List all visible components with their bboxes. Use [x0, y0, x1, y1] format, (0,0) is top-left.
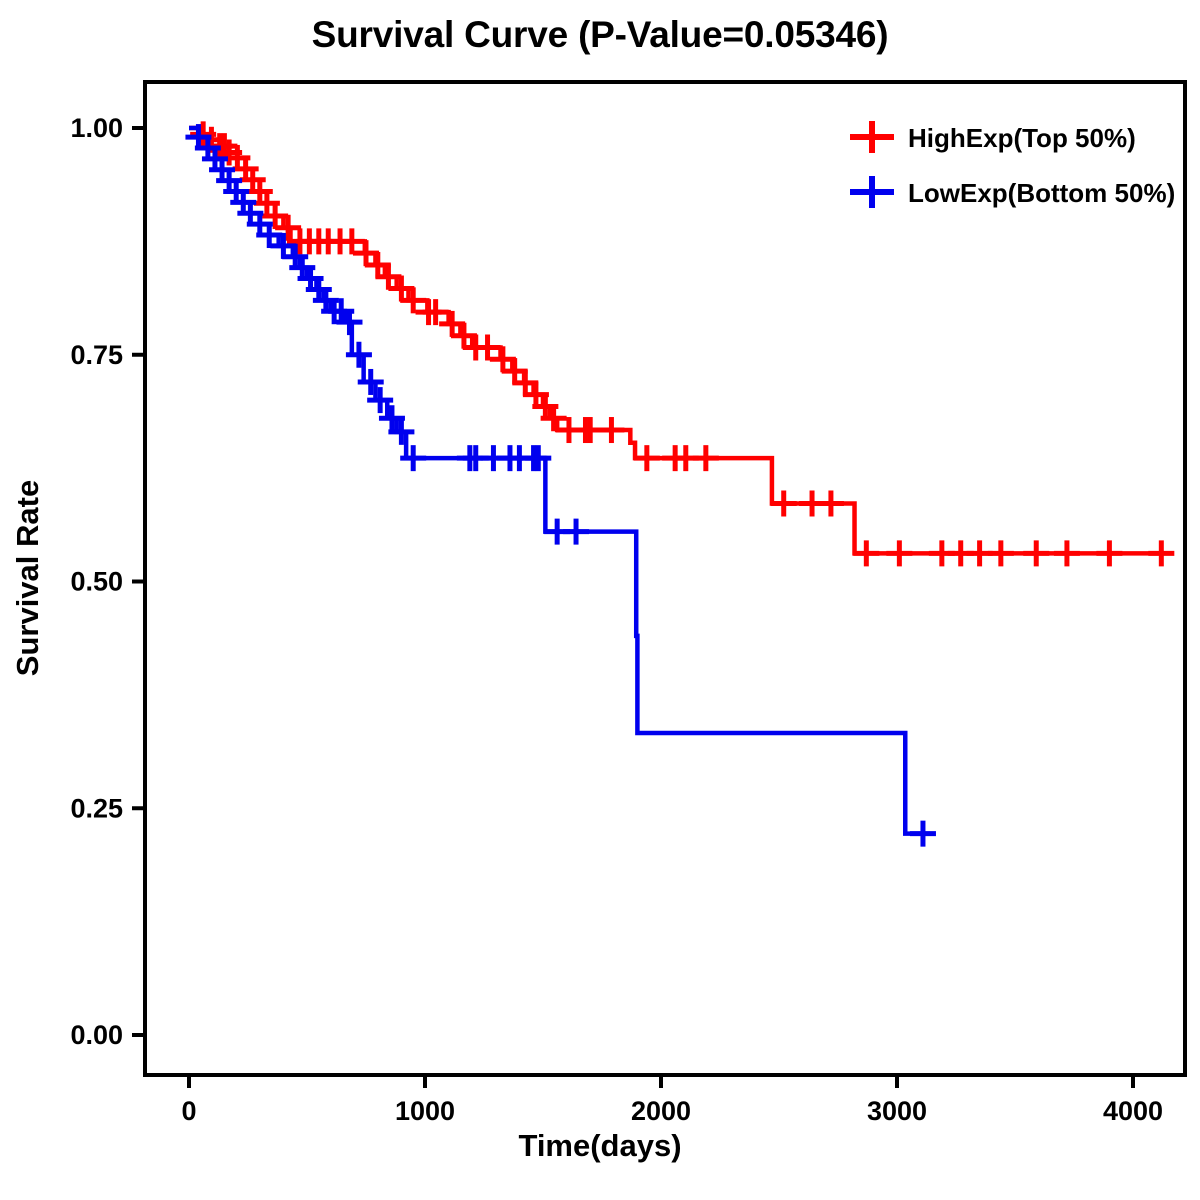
x-axis-title: Time(days) [518, 1128, 682, 1163]
legend-item-high-exp[interactable]: HighExp(Top 50%) [850, 121, 1136, 153]
y-tick-label: 0.25 [70, 793, 123, 823]
x-axis-ticks: 0 1000 2000 3000 4000 [181, 1075, 1163, 1126]
series-layer [185, 121, 1175, 847]
legend-label: LowExp(Bottom 50%) [908, 178, 1175, 208]
series-high-exp [189, 121, 1175, 567]
y-axis-ticks: 0.00 0.25 0.50 0.75 1.00 [70, 113, 145, 1050]
legend-item-low-exp[interactable]: LowExp(Bottom 50%) [850, 176, 1175, 208]
series-low-exp [185, 124, 936, 847]
x-tick-label: 2000 [631, 1096, 691, 1126]
y-tick-label: 0.00 [70, 1020, 123, 1050]
x-tick-label: 0 [181, 1096, 196, 1126]
y-tick-label: 0.75 [70, 340, 123, 370]
legend-label: HighExp(Top 50%) [908, 123, 1136, 153]
chart-legend: HighExp(Top 50%) LowExp(Bottom 50%) [850, 121, 1175, 208]
x-tick-label: 1000 [395, 1096, 455, 1126]
y-tick-label: 1.00 [70, 113, 123, 143]
plot-panel-border [143, 80, 1187, 1077]
page-title: Survival Curve (P-Value=0.05346) [311, 14, 889, 55]
y-tick-label: 0.50 [70, 567, 123, 597]
x-tick-label: 3000 [867, 1096, 927, 1126]
x-tick-label: 4000 [1103, 1096, 1163, 1126]
